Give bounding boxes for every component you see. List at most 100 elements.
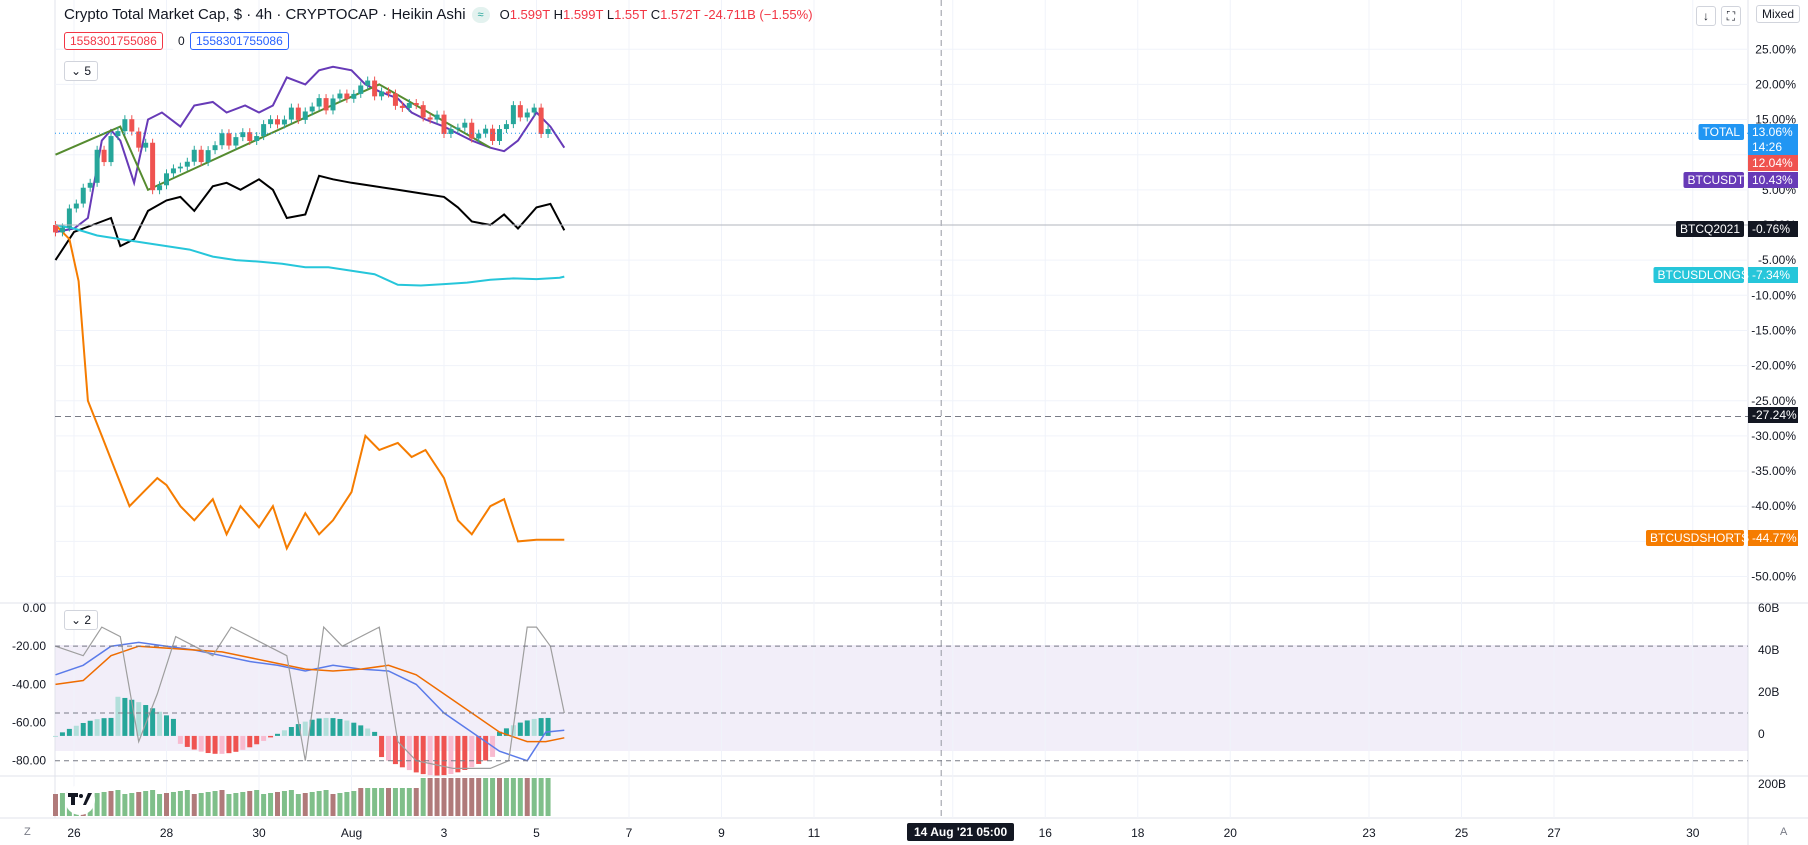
series-line-btcusdlongs	[55, 224, 565, 287]
volume-bar	[247, 791, 253, 816]
candle-body	[219, 133, 225, 146]
candle-body	[136, 131, 142, 148]
histogram-bar	[177, 735, 183, 744]
volume-bar	[372, 788, 378, 816]
symbol-title[interactable]: Crypto Total Market Cap, $ · 4h · CRYPTO…	[64, 6, 466, 23]
x-tick-label: 25	[1455, 826, 1469, 840]
candle-body	[517, 105, 523, 118]
volume-bar	[233, 793, 239, 816]
volume-bar	[219, 790, 225, 816]
candle-body	[281, 119, 287, 125]
candle-body	[386, 91, 391, 94]
histogram-bar	[115, 696, 121, 736]
fullscreen-icon[interactable]: ⛶	[1721, 6, 1741, 26]
volume-bar	[483, 778, 489, 816]
histogram-bar	[219, 735, 225, 754]
volume-bar	[455, 778, 461, 816]
volume-bar	[462, 778, 468, 816]
candle-body	[399, 105, 405, 108]
volume-bar	[177, 791, 183, 816]
x-tick-label: 28	[160, 826, 174, 840]
osc-line	[55, 645, 565, 743]
auto-scale-icon[interactable]: A	[1780, 826, 1788, 838]
histogram-bar	[483, 735, 489, 761]
volume-bar	[379, 788, 385, 816]
histogram-bar	[108, 717, 114, 736]
histogram-bar	[531, 718, 537, 736]
histogram-bar	[302, 721, 308, 736]
chart-header: Crypto Total Market Cap, $ · 4h · CRYPTO…	[64, 6, 813, 23]
candle-body	[198, 149, 204, 163]
zoom-z-icon[interactable]: Z	[24, 826, 31, 838]
download-icon[interactable]: ↓	[1696, 6, 1716, 26]
histogram-bar	[80, 722, 86, 736]
histogram-bar	[386, 735, 391, 761]
candle-body	[434, 114, 440, 120]
value-label-box	[1748, 530, 1798, 546]
series-name-text: BTCUSDT	[1688, 173, 1745, 187]
candle-body	[59, 227, 65, 233]
pane1-toggle-button[interactable]: ⌄ 5	[64, 61, 99, 81]
volume-bar	[302, 793, 308, 816]
series-line-btcq2021	[54, 174, 566, 261]
histogram-bar	[344, 720, 350, 736]
volume-bar	[226, 794, 232, 816]
candle-body	[420, 105, 426, 118]
histogram-bar	[254, 735, 260, 745]
candle-body	[164, 173, 169, 186]
status-badge[interactable]: ≈	[471, 6, 490, 23]
series-name-box	[1653, 267, 1744, 283]
histogram-bar	[365, 728, 371, 736]
candle-body	[268, 119, 274, 125]
input-left[interactable]: 1558301755086	[64, 32, 163, 50]
series-name-text: BTCUSDSHORTS	[1650, 531, 1749, 545]
y-tick-label: -5.00%	[1758, 253, 1796, 267]
candle-body	[129, 119, 135, 132]
value-label-text: -27.24%	[1752, 408, 1797, 422]
value-label-text: 12.04%	[1752, 156, 1793, 170]
histogram-bar	[212, 735, 218, 754]
value-label-box	[1748, 221, 1798, 237]
volume-bar	[351, 791, 357, 816]
value-label-text: 14:26	[1752, 140, 1782, 154]
ohlc-readout: O1.599T H1.599T L1.55T C1.572T -24.711B …	[499, 7, 813, 22]
volume-bar	[170, 792, 176, 816]
volume-bar	[254, 790, 260, 816]
volume-bar	[275, 792, 280, 816]
candle-body	[497, 129, 502, 141]
histogram-bar	[351, 722, 357, 736]
histogram-bar	[198, 735, 204, 752]
histogram-bar	[226, 735, 232, 754]
volume-bar	[288, 790, 294, 816]
scale-mode-button[interactable]: Mixed	[1755, 5, 1800, 23]
x-tick-label: 16	[1039, 826, 1053, 840]
volume-bar	[59, 793, 65, 816]
volume-bar	[386, 788, 391, 816]
chevron-down-icon: ⌄	[71, 613, 82, 627]
volume-bar	[517, 778, 523, 816]
pane2-toggle-button[interactable]: ⌄ 2	[64, 610, 99, 630]
histogram-bar	[358, 725, 364, 736]
value-label-text: -7.34%	[1752, 268, 1790, 282]
volume-bar	[538, 778, 544, 816]
volume-bar	[510, 778, 516, 816]
candle-body	[191, 149, 197, 162]
volume-bar	[330, 794, 336, 816]
histogram-bar	[517, 722, 523, 736]
volume-bar	[143, 791, 149, 816]
osc-right-tick-label: 40B	[1758, 643, 1779, 657]
candle-body	[337, 93, 343, 99]
volume-bar	[344, 792, 350, 816]
value-label-box	[1748, 155, 1798, 171]
input-right[interactable]: 1558301755086	[190, 32, 289, 50]
osc-y-tick-label: 0.00	[23, 601, 47, 615]
histogram-bar	[240, 735, 246, 750]
histogram-bar	[268, 735, 274, 738]
volume-bar	[434, 778, 440, 816]
series-name-box	[1683, 172, 1744, 188]
series-name-box	[1676, 221, 1744, 237]
candle-body	[365, 80, 371, 86]
histogram-bar	[59, 732, 65, 736]
